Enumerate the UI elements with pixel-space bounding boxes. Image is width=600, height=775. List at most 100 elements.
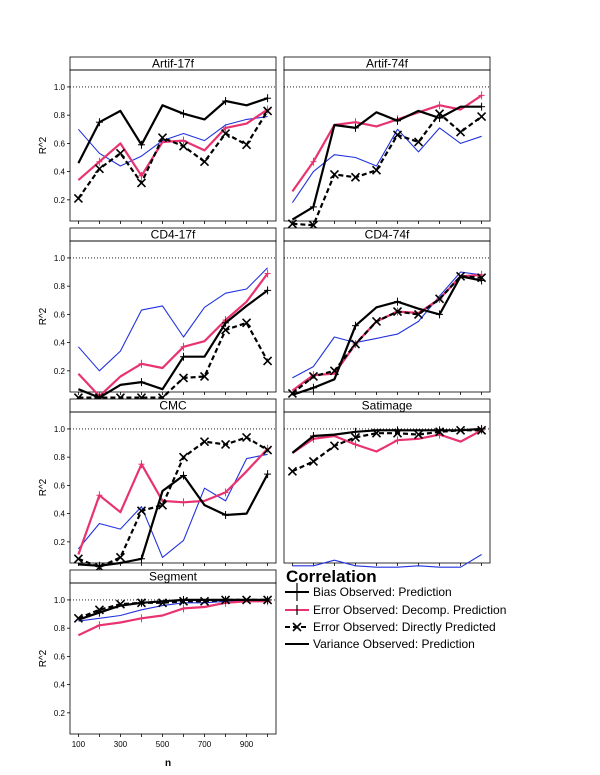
legend-label: Error Observed: Directly Predicted — [313, 620, 496, 634]
data-point — [96, 621, 103, 630]
data-point — [222, 511, 230, 520]
series-line — [77, 108, 269, 181]
data-point — [138, 614, 145, 623]
series-line — [77, 289, 269, 399]
legend-item: Error Observed: Decomp. Prediction — [285, 603, 506, 617]
data-point — [138, 460, 145, 469]
y-axis-label: R^2 — [38, 478, 49, 496]
series-line — [77, 110, 269, 200]
data-point — [73, 193, 83, 203]
data-point — [309, 383, 317, 392]
y-tick-label: 1.0 — [54, 596, 66, 605]
panel-frame — [69, 240, 277, 393]
x-tick-label: 900 — [240, 740, 254, 749]
panel-cd4-17f: CD4-17f 0.2 0.4 0.6 0.8 1.0 R^2 — [38, 228, 277, 403]
x-tick-label: 100 — [72, 740, 86, 749]
data-point — [478, 91, 485, 100]
panel-frame — [69, 582, 277, 735]
data-point — [222, 318, 230, 327]
data-point — [95, 561, 103, 570]
data-point — [199, 157, 210, 167]
series-line — [292, 554, 482, 568]
data-point — [478, 424, 486, 433]
data-point — [220, 439, 231, 450]
data-point — [137, 598, 145, 607]
data-point — [199, 371, 210, 382]
data-point — [351, 321, 359, 330]
series-error-direct — [287, 271, 487, 398]
series-line — [78, 598, 268, 621]
series-error-direct — [73, 318, 273, 403]
series-line — [77, 453, 268, 558]
data-point — [222, 123, 229, 132]
series-line — [291, 275, 482, 395]
data-point — [371, 165, 382, 175]
x-tick-label: 300 — [114, 740, 128, 749]
data-point — [157, 133, 168, 143]
series-error-direct — [287, 109, 487, 230]
data-point — [96, 491, 103, 500]
data-point — [394, 297, 402, 306]
y-tick-label: 0.4 — [54, 168, 66, 177]
series-bias — [291, 424, 486, 454]
y-tick-label: 0.2 — [54, 196, 66, 205]
y-tick-label: 0.6 — [54, 481, 66, 490]
series-variance — [77, 453, 268, 558]
data-point — [264, 595, 272, 604]
y-axis-label: R^2 — [38, 307, 49, 325]
series-bias — [77, 94, 272, 164]
data-point — [180, 498, 187, 507]
data-point — [394, 116, 402, 125]
data-point — [180, 471, 188, 480]
y-tick-label: 1.0 — [54, 83, 66, 92]
data-point — [434, 294, 445, 304]
y-tick-label: 0.2 — [54, 367, 66, 376]
data-point — [242, 432, 252, 442]
data-point — [477, 112, 487, 122]
data-point — [436, 310, 444, 319]
y-tick-label: 0.6 — [54, 139, 66, 148]
series-variance — [292, 554, 482, 568]
series-error-decomp — [77, 269, 271, 401]
data-point — [394, 436, 401, 445]
data-point — [310, 157, 317, 166]
series-line — [291, 429, 483, 454]
y-tick-label: 0.4 — [54, 339, 66, 348]
data-point — [287, 466, 297, 476]
series-error-direct — [287, 425, 487, 476]
data-point — [478, 102, 486, 111]
x-tick-label: 500 — [156, 740, 170, 749]
panel-title: CD4-74f — [365, 228, 410, 242]
legend-item: Error Observed: Directly Predicted — [285, 620, 496, 634]
data-point — [329, 169, 340, 179]
data-point — [199, 437, 210, 447]
y-tick-label: 0.6 — [54, 652, 66, 661]
y-tick-label: 0.6 — [54, 310, 66, 319]
y-tick-label: 0.2 — [54, 709, 66, 718]
series-line — [77, 97, 268, 164]
data-point — [350, 172, 361, 182]
data-point — [350, 432, 361, 442]
legend-title: Correlation — [286, 567, 377, 586]
data-point — [392, 306, 403, 317]
data-point — [456, 127, 466, 137]
data-point — [95, 118, 103, 127]
y-axis-label: R^2 — [38, 649, 49, 667]
x-axis-label: n — [165, 758, 171, 769]
series-line — [78, 321, 269, 399]
data-point — [436, 426, 444, 435]
data-point — [413, 309, 424, 319]
series-line — [78, 473, 269, 567]
panel-title: Satimage — [362, 399, 413, 413]
panel-frame — [283, 69, 491, 222]
series-line — [292, 275, 482, 396]
y-tick-label: 0.2 — [54, 538, 66, 547]
data-point — [180, 595, 188, 604]
data-point — [222, 488, 229, 497]
series-line — [291, 105, 482, 221]
data-point — [329, 441, 340, 451]
data-point — [308, 456, 318, 466]
data-point — [242, 318, 252, 328]
y-tick-label: 0.8 — [54, 453, 66, 462]
